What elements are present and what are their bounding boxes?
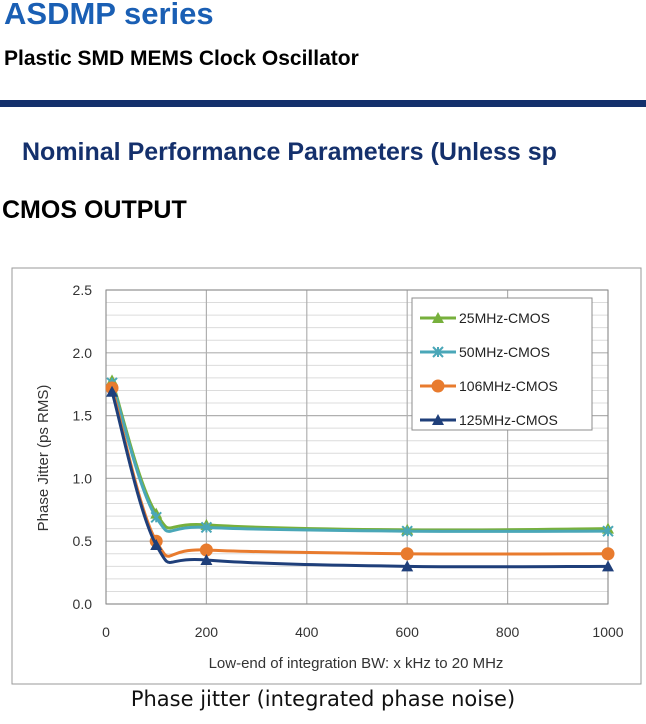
y-tick-label: 0.5 — [73, 533, 93, 549]
x-tick-label: 0 — [102, 624, 110, 640]
x-tick-label: 1000 — [592, 624, 623, 640]
header-divider — [0, 100, 646, 107]
y-tick-label: 1.0 — [73, 470, 93, 486]
data-point-50mhz-cmos — [200, 521, 213, 534]
legend-label: 50MHz-CMOS — [459, 344, 550, 360]
legend-item-50mhz-cmos: 50MHz-CMOS — [420, 344, 550, 360]
output-type-heading: CMOS OUTPUT — [2, 196, 187, 224]
legend-item-125mhz-cmos: 125MHz-CMOS — [420, 412, 558, 428]
data-point-50mhz-cmos — [150, 511, 162, 524]
y-tick-label: 0.0 — [73, 596, 93, 612]
data-point-106mhz-cmos — [400, 547, 414, 561]
chart-caption: Phase jitter (integrated phase noise) — [130, 687, 516, 711]
legend-label: 106MHz-CMOS — [459, 378, 558, 394]
x-axis-label: Low-end of integration BW: x kHz to 20 M… — [209, 655, 504, 672]
data-point-125mhz-cmos — [106, 385, 119, 397]
series-line-125mhz-cmos — [110, 391, 609, 569]
x-tick-label: 400 — [295, 624, 319, 640]
legend-label: 25MHz-CMOS — [459, 310, 550, 326]
y-axis-label: Phase Jitter (ps RMS) — [35, 385, 52, 532]
legend-swatch-marker — [432, 312, 444, 323]
chart-legend: 25MHz-CMOS 50MHz-CMOS 106MHz-CMOS 125MHz-CM… — [411, 297, 593, 431]
page-title: ASDMP series — [4, 0, 214, 31]
legend-item-25mhz-cmos: 25MHz-CMOS — [420, 310, 550, 326]
data-point-50mhz-cmos — [401, 525, 413, 537]
series-125mhz-cmos — [106, 385, 614, 572]
legend-swatch-marker — [432, 414, 444, 425]
data-point-125mhz-cmos — [602, 560, 614, 572]
y-tick-label: 1.5 — [73, 408, 93, 424]
data-point-50mhz-cmos — [602, 525, 614, 537]
y-tick-label: 2.5 — [73, 282, 93, 298]
page-subtitle: Plastic SMD MEMS Clock Oscillator — [4, 47, 359, 70]
data-point-106mhz-cmos — [601, 547, 615, 561]
legend-label: 125MHz-CMOS — [459, 412, 558, 428]
series-line-50mhz-cmos — [110, 382, 609, 533]
chart-series — [105, 374, 615, 572]
data-point-125mhz-cmos — [200, 554, 213, 566]
section-heading: Nominal Performance Parameters (Unless s… — [22, 138, 557, 166]
x-tick-label: 800 — [496, 624, 520, 640]
legend-item-106mhz-cmos: 106MHz-CMOS — [420, 378, 558, 394]
x-tick-label: 600 — [396, 624, 420, 640]
chart-axes: 0.0 0.5 1.0 1.5 2.0 2.5 0 200 400 600 800 1000 — [73, 282, 624, 640]
y-tick-label: 2.0 — [73, 345, 93, 361]
x-tick-label: 200 — [195, 624, 219, 640]
legend-swatch-marker — [431, 379, 445, 393]
phase-jitter-chart: 0.0 0.5 1.0 1.5 2.0 2.5 0 200 400 600 800 1000 25MH… — [11, 267, 642, 685]
plot-area-border — [105, 289, 609, 605]
data-point-125mhz-cmos — [150, 538, 163, 550]
legend-swatch-marker — [432, 346, 444, 358]
data-point-125mhz-cmos — [401, 560, 414, 572]
